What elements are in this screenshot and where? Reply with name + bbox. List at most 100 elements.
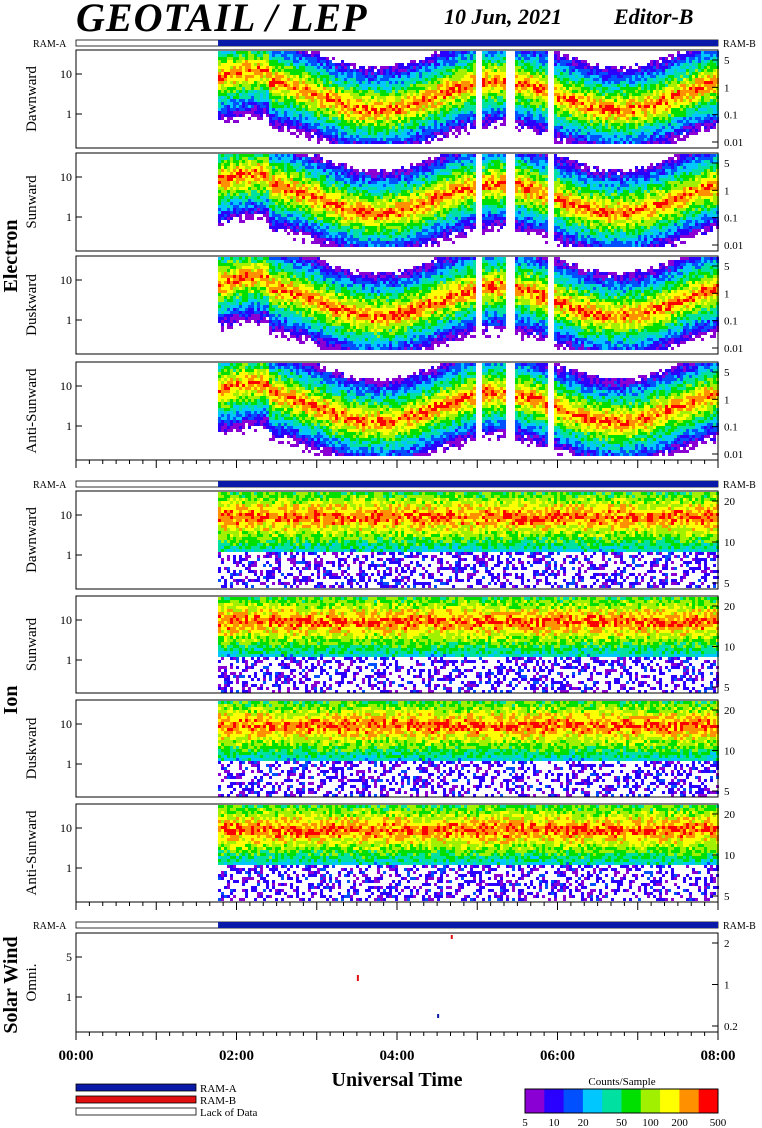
y2-tick-label: 0.1 (724, 110, 738, 122)
y-tick-label: 1 (66, 990, 72, 1004)
y2-tick-label: 0.1 (724, 422, 738, 434)
group-label: Electron (0, 220, 22, 293)
y2-tick-label: 0.01 (724, 343, 743, 355)
colorbar-tick-label: 20 (578, 1117, 590, 1128)
y-tick-label: 1 (66, 548, 72, 562)
editor-label: Editor-B (614, 4, 693, 30)
panel-label: Anti-Sunward (24, 368, 40, 453)
y2-tick-label: 20 (724, 601, 736, 613)
y-tick-label: 1 (66, 313, 72, 327)
y-tick-label: 10 (60, 379, 72, 393)
y-tick-label: 10 (60, 273, 72, 287)
panel-frame (75, 595, 719, 694)
y-tick-label: 1 (66, 653, 72, 667)
y-tick-label: 10 (60, 821, 72, 835)
colorbar-frame (524, 1088, 719, 1114)
colorbar-tick-label: 200 (671, 1117, 688, 1128)
y2-tick-label: 1 (724, 82, 730, 94)
panel-frame (75, 699, 719, 798)
y-tick-label: 1 (66, 757, 72, 771)
y2-tick-label: 5 (724, 261, 730, 273)
x-axis-label: Universal Time (332, 1069, 463, 1091)
heatmap-cells (218, 805, 719, 901)
colorbar-tick-label: 5 (522, 1117, 528, 1128)
colorbar-title: Counts/Sample (588, 1076, 655, 1088)
heatmap-cells (218, 51, 719, 144)
y2-tick-label: 1 (724, 394, 730, 406)
date-label: 10 Jun, 2021 (444, 4, 562, 30)
panel-frame (75, 49, 719, 149)
legend-swatch (75, 1107, 197, 1116)
y2-tick-label: 10 (724, 642, 736, 654)
panel-label: Sunward (24, 175, 40, 229)
x-tick-label: 00:00 (59, 1048, 94, 1064)
y2-tick-label: 0.01 (724, 137, 743, 149)
colorbar-tick-label: 100 (642, 1117, 659, 1128)
y2-tick-label: 5 (724, 55, 730, 67)
heatmap-cells (218, 492, 719, 588)
y2-tick-label: 0.01 (724, 449, 743, 461)
panel-label: Dawnward (24, 66, 40, 132)
y2-tick-label: 10 (724, 746, 736, 758)
y-tick-label: 10 (60, 67, 72, 81)
y-tick-label: 1 (66, 107, 72, 121)
panel-label: Duskward (24, 274, 40, 336)
y2-tick-label: 2 (724, 938, 730, 950)
y2-tick-label: 20 (724, 496, 736, 508)
y2-tick-label: 10 (724, 850, 736, 862)
panel-label: Sunward (24, 617, 40, 671)
y2-tick-label: 0.2 (724, 1021, 738, 1033)
legend-label: RAM-B (200, 1095, 236, 1107)
y2-tick-label: 20 (724, 809, 736, 821)
y2-tick-label: 0.1 (724, 316, 738, 328)
status-label-ram-a: RAM-A (33, 921, 67, 932)
x-tick-label: 06:00 (540, 1048, 575, 1064)
y2-tick-label: 0.01 (724, 240, 743, 252)
page-title: GEOTAIL / LEP (76, 0, 368, 41)
y-tick-label: 1 (66, 210, 72, 224)
panel-frame (75, 152, 719, 252)
y2-tick-label: 5 (724, 891, 730, 903)
x-tick-label: 08:00 (701, 1048, 736, 1064)
colorbar-tick-label: 10 (549, 1117, 561, 1128)
panel-frame (75, 490, 719, 590)
status-bar-ram-a (218, 481, 719, 487)
y-tick-label: 1 (66, 419, 72, 433)
y2-tick-label: 20 (724, 705, 736, 717)
x-tick-label: 04:00 (380, 1048, 415, 1064)
status-bar-ram-a (218, 40, 719, 46)
heatmap-cells (218, 363, 719, 456)
panel-label: Dawnward (24, 507, 40, 573)
sw-point (437, 1014, 440, 1018)
panel-label: Anti-Sunward (24, 810, 40, 895)
heatmap-cells (218, 597, 719, 693)
y-tick-label: 10 (60, 170, 72, 184)
y-tick-label: 10 (60, 613, 72, 627)
y2-tick-label: 1 (724, 980, 730, 992)
status-label-ram-a: RAM-A (33, 39, 67, 50)
panel-frame (75, 255, 719, 355)
heatmap-cells (218, 701, 719, 797)
y-tick-label: 1 (66, 861, 72, 875)
y-tick-label: 10 (60, 717, 72, 731)
y2-tick-label: 1 (724, 288, 730, 300)
legend-label: Lack of Data (200, 1107, 258, 1119)
sw-point (356, 975, 359, 981)
y2-tick-label: 5 (724, 786, 730, 798)
group-label: Solar Wind (0, 936, 22, 1033)
heatmap-cells (218, 257, 719, 350)
y2-tick-label: 5 (724, 367, 730, 379)
y2-tick-label: 5 (724, 158, 730, 170)
colorbar-tick-label: 500 (710, 1117, 727, 1128)
legend-label: RAM-A (200, 1083, 237, 1095)
x-tick-label: 02:00 (219, 1048, 254, 1064)
colorbar (525, 1089, 719, 1113)
y2-tick-label: 1 (724, 185, 730, 197)
legend-swatch (75, 1095, 197, 1104)
group-label: Ion (0, 686, 22, 715)
y2-tick-label: 5 (724, 682, 730, 694)
sw-point (450, 935, 453, 939)
panel-frame (75, 932, 719, 1033)
status-label-ram-b: RAM-B (723, 39, 756, 50)
colorbar-tick-label: 50 (616, 1117, 628, 1128)
